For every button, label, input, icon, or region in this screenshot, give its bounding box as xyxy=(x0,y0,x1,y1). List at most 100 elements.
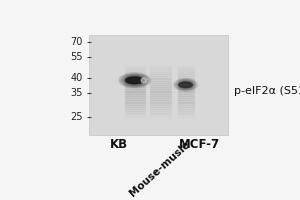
Bar xyxy=(150,70,171,72)
Bar xyxy=(178,67,194,68)
Ellipse shape xyxy=(129,78,140,83)
Bar xyxy=(124,87,145,89)
Bar xyxy=(124,68,145,70)
Bar xyxy=(124,74,145,76)
Bar xyxy=(124,100,145,102)
Bar xyxy=(150,79,171,81)
Bar xyxy=(150,105,171,107)
Bar xyxy=(178,72,194,74)
Bar xyxy=(150,96,171,98)
Bar xyxy=(178,94,194,96)
Bar xyxy=(150,67,171,68)
Bar xyxy=(178,118,194,120)
Ellipse shape xyxy=(176,80,195,90)
Ellipse shape xyxy=(120,73,150,87)
Bar xyxy=(124,92,145,94)
Bar xyxy=(150,94,171,96)
Bar xyxy=(124,114,145,116)
Ellipse shape xyxy=(180,82,191,88)
Bar xyxy=(150,85,171,87)
Text: 55: 55 xyxy=(70,52,83,62)
Bar xyxy=(178,92,194,94)
Bar xyxy=(178,114,194,116)
Bar xyxy=(150,76,171,78)
Bar xyxy=(150,68,171,70)
Bar xyxy=(150,98,171,100)
Bar xyxy=(150,89,171,91)
Bar xyxy=(178,68,194,70)
Text: 40: 40 xyxy=(70,73,83,83)
Bar xyxy=(124,83,145,85)
Bar xyxy=(150,92,171,94)
Ellipse shape xyxy=(176,79,196,90)
Text: 35: 35 xyxy=(70,88,83,98)
Bar xyxy=(150,103,171,105)
Bar xyxy=(150,102,171,103)
Text: 25: 25 xyxy=(70,112,83,122)
Ellipse shape xyxy=(177,80,194,89)
Bar xyxy=(124,109,145,111)
Bar xyxy=(124,89,145,91)
Bar xyxy=(178,89,194,91)
Bar xyxy=(178,78,194,79)
Ellipse shape xyxy=(126,76,144,84)
Bar xyxy=(124,76,145,78)
Ellipse shape xyxy=(123,75,146,86)
Bar xyxy=(178,76,194,78)
Bar xyxy=(124,79,145,81)
Ellipse shape xyxy=(182,83,190,87)
Bar xyxy=(150,65,171,67)
Bar xyxy=(150,109,171,111)
Bar xyxy=(124,70,145,72)
Bar xyxy=(178,91,194,92)
Ellipse shape xyxy=(181,82,190,87)
Ellipse shape xyxy=(121,74,148,87)
Bar xyxy=(124,67,145,68)
Bar xyxy=(150,81,171,83)
Text: 70: 70 xyxy=(70,37,83,47)
Bar xyxy=(178,81,194,83)
Bar xyxy=(89,35,228,135)
Bar xyxy=(150,118,171,120)
Bar xyxy=(178,74,194,76)
Bar xyxy=(150,100,171,102)
Bar xyxy=(124,103,145,105)
Bar xyxy=(150,74,171,76)
Bar xyxy=(124,94,145,96)
Bar xyxy=(178,83,194,85)
Bar xyxy=(124,111,145,113)
Bar xyxy=(124,81,145,83)
Bar xyxy=(124,113,145,114)
Ellipse shape xyxy=(179,82,192,88)
Bar xyxy=(124,102,145,103)
Ellipse shape xyxy=(178,81,193,89)
Bar xyxy=(178,98,194,100)
Bar xyxy=(150,111,171,113)
Bar xyxy=(150,107,171,109)
Ellipse shape xyxy=(174,78,198,91)
Bar xyxy=(178,105,194,107)
Bar xyxy=(150,83,171,85)
Bar xyxy=(124,118,145,120)
Bar xyxy=(124,98,145,100)
Text: p-eIF2α (S51): p-eIF2α (S51) xyxy=(234,86,300,96)
Bar xyxy=(178,70,194,72)
Bar xyxy=(178,113,194,114)
Ellipse shape xyxy=(179,81,192,88)
Ellipse shape xyxy=(118,73,151,88)
Ellipse shape xyxy=(122,74,147,86)
Bar xyxy=(178,85,194,87)
Bar xyxy=(178,111,194,113)
Ellipse shape xyxy=(124,76,145,85)
Bar xyxy=(150,87,171,89)
Text: MCF-7: MCF-7 xyxy=(178,138,220,151)
Bar xyxy=(178,65,194,67)
Bar xyxy=(178,79,194,81)
Bar xyxy=(150,114,171,116)
Ellipse shape xyxy=(128,77,141,83)
Bar xyxy=(124,85,145,87)
Bar xyxy=(178,87,194,89)
Text: KB: KB xyxy=(110,138,128,151)
Bar xyxy=(178,96,194,98)
Bar xyxy=(178,116,194,118)
